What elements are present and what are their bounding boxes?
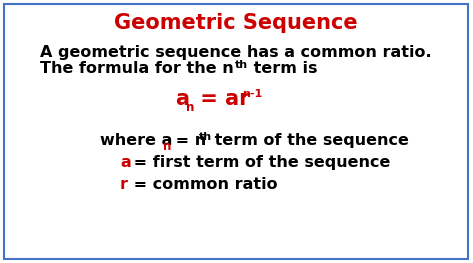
Text: a: a <box>175 89 189 109</box>
Text: Geometric Sequence: Geometric Sequence <box>114 13 358 33</box>
Text: A geometric sequence has a common ratio.: A geometric sequence has a common ratio. <box>40 45 432 60</box>
Text: n-1: n-1 <box>242 89 262 99</box>
Text: th: th <box>235 60 248 70</box>
Text: term is: term is <box>248 61 317 76</box>
Text: = common ratio: = common ratio <box>128 177 278 192</box>
Text: = first term of the sequence: = first term of the sequence <box>128 155 390 170</box>
Text: term of the sequence: term of the sequence <box>209 133 409 148</box>
Text: = n: = n <box>170 133 206 148</box>
Text: n: n <box>186 101 194 114</box>
Text: th: th <box>199 132 212 142</box>
Text: r: r <box>120 177 128 192</box>
Text: n: n <box>163 140 171 153</box>
FancyBboxPatch shape <box>4 4 468 259</box>
Text: a: a <box>120 155 131 170</box>
Text: = ar: = ar <box>193 89 249 109</box>
Text: where a: where a <box>100 133 172 148</box>
Text: The formula for the n: The formula for the n <box>40 61 234 76</box>
